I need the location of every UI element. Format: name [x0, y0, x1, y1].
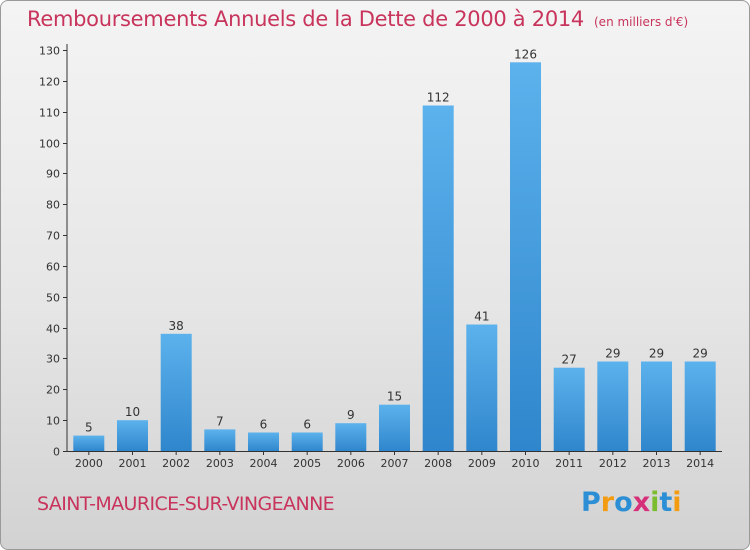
logo-letter: P — [581, 487, 601, 518]
y-tick-label: 90 — [46, 168, 60, 181]
bar-2013 — [641, 361, 672, 451]
logo-letter: x — [632, 487, 651, 518]
logo-letter: t — [659, 487, 673, 518]
y-tick-label: 50 — [46, 292, 60, 305]
chart-title: Remboursements Annuels de la Dette de 20… — [27, 7, 688, 31]
y-tick-label: 70 — [46, 230, 60, 243]
bar-2001 — [117, 420, 148, 451]
y-tick-label: 0 — [53, 446, 60, 459]
proxiti-logo[interactable]: Proxiti — [581, 487, 682, 518]
title-text: Remboursements Annuels de la Dette de 20… — [27, 7, 584, 31]
bar-2003 — [204, 429, 236, 451]
bar-2006 — [335, 423, 367, 451]
value-label: 6 — [303, 417, 311, 431]
x-tick-label: 2003 — [206, 457, 234, 470]
bars — [73, 62, 716, 452]
y-tick-label: 30 — [46, 353, 60, 366]
bar-2002 — [160, 333, 192, 451]
x-tick-label: 2000 — [75, 457, 103, 470]
value-label: 10 — [125, 405, 140, 419]
x-tick-label: 2009 — [468, 457, 496, 470]
value-label: 41 — [474, 310, 489, 324]
value-label: 126 — [514, 47, 537, 61]
bar-2005 — [291, 432, 323, 451]
value-label: 27 — [562, 353, 577, 367]
logo-letter: r — [600, 487, 615, 518]
bar-2004 — [248, 432, 279, 451]
x-tick-label: 2004 — [250, 457, 278, 470]
x-tick-label: 2006 — [337, 457, 365, 470]
x-tick-label: 2012 — [599, 457, 627, 470]
x-tick-label: 2011 — [555, 457, 583, 470]
logo-letter: o — [614, 487, 633, 518]
y-tick-label: 20 — [46, 384, 60, 397]
bar-2000 — [73, 435, 105, 451]
x-tick-label: 2001 — [119, 457, 147, 470]
bar-2008 — [422, 105, 454, 451]
x-tick-label: 2010 — [512, 457, 540, 470]
y-tick-label: 100 — [39, 138, 60, 151]
bar-2012 — [597, 361, 629, 451]
y-tick-label: 130 — [39, 45, 60, 58]
x-tick-label: 2007 — [381, 457, 409, 470]
x-tick-label: 2005 — [293, 457, 321, 470]
y-tick-label: 10 — [46, 415, 60, 428]
value-label: 38 — [169, 319, 184, 333]
value-label: 29 — [605, 347, 620, 361]
bar-2014 — [684, 361, 716, 451]
x-tick-label: 2014 — [686, 457, 714, 470]
bar-2009 — [466, 324, 498, 451]
y-tick-label: 120 — [39, 76, 60, 89]
y-axis: 0 10 20 30 40 50 60 70 80 90 100 110 120 130 — [39, 44, 68, 459]
logo-letter: i — [672, 487, 682, 518]
value-label: 29 — [693, 347, 708, 361]
value-label: 7 — [216, 414, 224, 428]
x-axis: 2000 2001 2002 2003 2004 2005 2006 2007 2008 2009… — [67, 451, 722, 470]
y-tick-label: 60 — [46, 261, 60, 274]
data-labels: 5 10 38 7 6 6 9 15 112 41 126 27 29 29 29 — [85, 47, 708, 434]
value-label: 29 — [649, 347, 664, 361]
y-tick-label: 80 — [46, 199, 60, 212]
value-label: 5 — [85, 421, 93, 435]
logo-letter: i — [650, 487, 660, 518]
bar-2010 — [510, 62, 541, 452]
bar-2011 — [553, 367, 585, 451]
value-label: 112 — [427, 91, 450, 105]
bar-2007 — [379, 404, 410, 451]
unit-label: (en milliers d'€) — [594, 15, 689, 29]
value-label: 6 — [260, 417, 268, 431]
x-tick-label: 2013 — [643, 457, 671, 470]
value-label: 15 — [387, 390, 402, 404]
x-tick-label: 2002 — [162, 457, 190, 470]
value-label: 9 — [347, 408, 355, 422]
x-tick-label: 2008 — [424, 457, 452, 470]
commune-name: SAINT-MAURICE-SUR-VINGEANNE — [37, 493, 335, 515]
y-tick-label: 40 — [46, 323, 60, 336]
y-tick-label: 110 — [39, 107, 60, 120]
